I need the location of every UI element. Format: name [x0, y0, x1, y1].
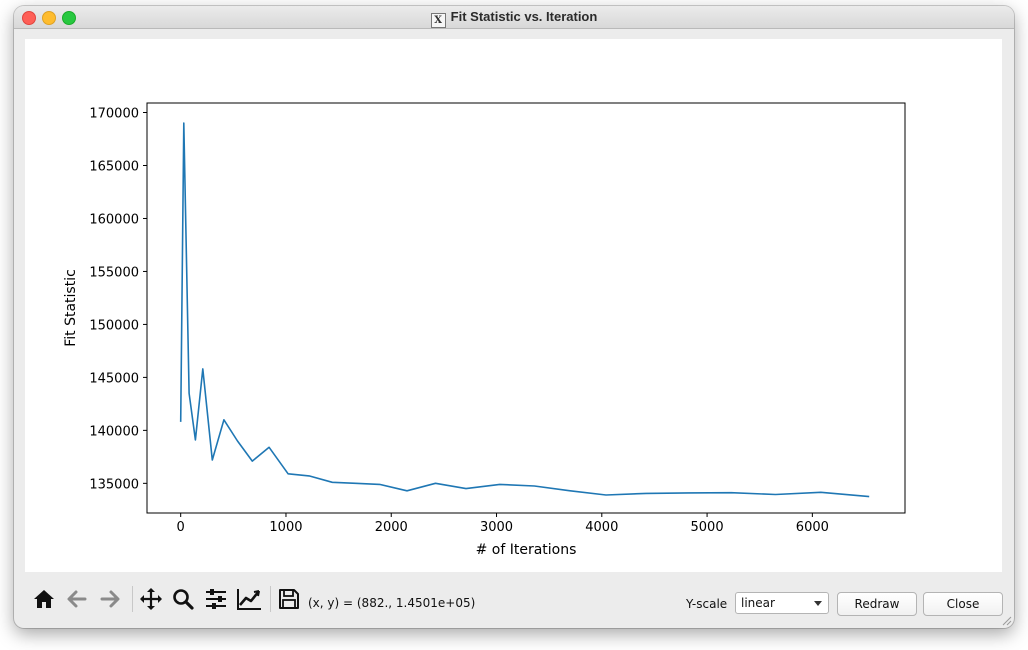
chart-line-icon	[237, 589, 261, 610]
save-button[interactable]	[274, 584, 304, 614]
y-tick-label: 165000	[89, 160, 139, 175]
x-axis-label: # of Iterations	[476, 542, 577, 558]
home-button[interactable]	[29, 584, 59, 614]
line-chart[interactable]: 0 1000 2000 3000 4000 5000 6000 135000 140000 145…	[25, 39, 1002, 572]
customize-button[interactable]	[234, 584, 264, 614]
y-tick-label: 160000	[89, 212, 139, 227]
y-tick-label: 135000	[89, 477, 139, 492]
cursor-coordinates: (x, y) = (882., 1.4501e+05)	[308, 596, 476, 610]
toolbar-separator	[132, 586, 133, 612]
x-tick-label: 2000	[375, 520, 408, 535]
y-tick-label: 150000	[89, 318, 139, 333]
window-title: Fit Statistic vs. Iteration	[450, 9, 598, 24]
y-tick-label: 170000	[89, 107, 139, 122]
x-tick-label: 4000	[585, 520, 618, 535]
home-icon	[34, 590, 54, 608]
navigation-toolbar: (x, y) = (882., 1.4501e+05) Y-scale line…	[14, 572, 1014, 628]
pan-button[interactable]	[136, 584, 166, 614]
y-tick-label: 140000	[89, 424, 139, 439]
window-title-wrap: X Fit Statistic vs. Iteration	[14, 9, 1014, 28]
subplots-button[interactable]	[201, 584, 231, 614]
title-bar[interactable]: X Fit Statistic vs. Iteration	[14, 6, 1014, 29]
y-axis-label: Fit Statistic	[63, 269, 79, 347]
x-tick-label: 3000	[480, 520, 513, 535]
y-tick-label: 145000	[89, 371, 139, 386]
redraw-button[interactable]: Redraw	[837, 592, 917, 616]
window-zoom-button[interactable]	[62, 11, 76, 25]
close-button[interactable]: Close	[923, 592, 1003, 616]
toolbar-separator	[270, 586, 271, 612]
x-tick-label: 0	[177, 520, 185, 535]
yscale-select[interactable]: linear	[735, 592, 829, 614]
yscale-selected-value: linear	[741, 596, 775, 610]
arrow-left-icon	[67, 590, 87, 608]
series-line	[179, 122, 870, 498]
plot-window: X Fit Statistic vs. Iteration 0 1000 2000 30…	[14, 6, 1014, 628]
window-minimize-button[interactable]	[42, 11, 56, 25]
sliders-icon	[206, 589, 226, 609]
plot-frame	[146, 102, 906, 514]
floppy-disk-icon	[279, 589, 299, 609]
x-tick-label: 5000	[691, 520, 724, 535]
magnifier-icon	[173, 589, 194, 610]
back-button[interactable]	[62, 584, 92, 614]
resize-grip-icon[interactable]	[1000, 614, 1012, 626]
x11-icon: X	[430, 13, 446, 28]
zoom-button[interactable]	[168, 584, 198, 614]
x-tick-label: 1000	[269, 520, 302, 535]
y-tick-label: 155000	[89, 265, 139, 280]
forward-button[interactable]	[95, 584, 125, 614]
x-tick-label: 6000	[796, 520, 829, 535]
yscale-label: Y-scale	[686, 597, 728, 611]
arrow-right-icon	[100, 590, 120, 608]
window-close-button[interactable]	[22, 11, 36, 25]
figure-canvas[interactable]: 0 1000 2000 3000 4000 5000 6000 135000 140000 145…	[25, 39, 1002, 572]
chevron-down-icon	[814, 601, 822, 606]
move-icon	[140, 588, 162, 610]
